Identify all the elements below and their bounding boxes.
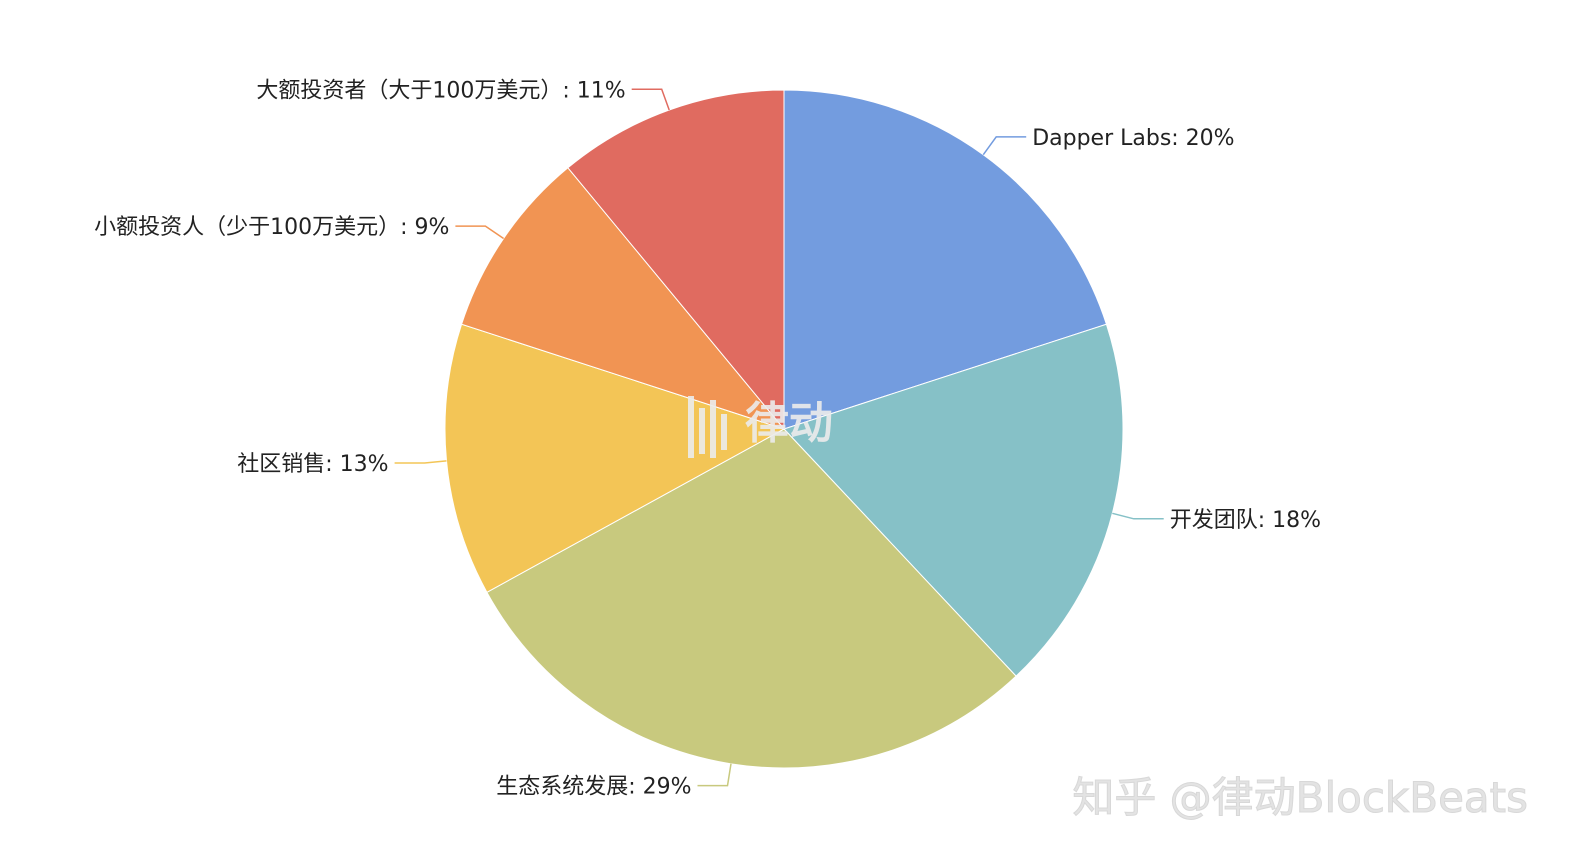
slice-label: 大额投资者（大于100万美元）: 11% [256,78,625,103]
slice-label: 生态系统发展: 29% [496,775,691,800]
slice-label: 小额投资人（少于100万美元）: 9% [94,215,449,240]
pie-slice[interactable] [460,167,786,431]
pie-slice[interactable] [783,323,1124,677]
slice-label: 开发团队: 18% [1170,508,1321,533]
watermark-logo-icon [699,408,705,454]
slices-layer [444,89,1124,769]
pie-slice[interactable] [783,89,1108,430]
corner-watermark: 知乎 @律动BlockBeats [1072,773,1528,822]
pie-slice[interactable] [444,323,786,593]
watermark-logo-icon [710,400,716,458]
leader-line [982,136,1027,156]
pie-slice[interactable] [567,89,785,431]
watermark-logo-text: 律动 [745,398,833,449]
slice-label: 社区销售: 13% [237,452,388,477]
pie-slice[interactable] [486,428,1017,769]
center-watermark: 律动 [688,396,833,458]
watermark-logo-icon [721,414,727,450]
leader-line [1112,512,1164,520]
leader-line [697,763,732,787]
labels-layer: Dapper Labs: 20% 开发团队: 18% 生态系统发展: 29% 社区销售… [94,78,1321,799]
watermark-logo-icon [688,396,694,458]
slice-label: Dapper Labs: 20% [1032,126,1234,151]
leader-lines-layer [394,88,1164,787]
leader-line [394,460,447,464]
leader-line [455,225,505,240]
leader-line [631,88,670,111]
